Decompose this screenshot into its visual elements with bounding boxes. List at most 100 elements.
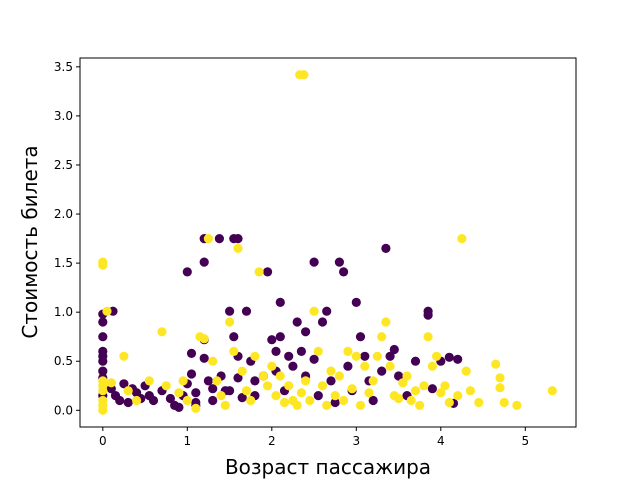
data-point-class-0 [267, 335, 277, 345]
data-point-class-1 [444, 397, 454, 408]
data-point-class-1 [461, 366, 471, 376]
data-point-class-0 [389, 344, 399, 355]
data-point-class-0 [292, 317, 302, 327]
data-point-class-1 [199, 334, 209, 344]
data-point-class-1 [254, 267, 264, 277]
data-point-class-1 [377, 332, 387, 342]
data-point-class-0 [343, 361, 353, 371]
data-point-class-1 [225, 317, 235, 327]
data-point-class-1 [432, 351, 442, 361]
x-tick-label: 0 [99, 434, 107, 448]
plot-frame [79, 57, 577, 428]
data-point-class-1 [208, 356, 218, 366]
data-point-class-1 [301, 376, 311, 386]
data-point-class-1 [360, 361, 370, 371]
y-tick-label: 1.0 [54, 305, 73, 319]
data-point-class-1 [258, 371, 268, 381]
data-point-class-1 [547, 386, 557, 396]
data-point-class-1 [474, 397, 484, 408]
data-point-class-1 [284, 381, 294, 391]
y-tick-label: 3.5 [54, 60, 73, 74]
data-point-class-1 [322, 400, 332, 410]
data-point-class-1 [419, 381, 429, 391]
x-tick-label: 5 [521, 434, 529, 448]
data-point-class-0 [423, 310, 433, 320]
data-point-class-1 [102, 306, 112, 316]
points-layer [98, 70, 557, 415]
data-point-class-0 [322, 306, 332, 316]
data-point-class-1 [106, 378, 116, 388]
data-point-class-1 [385, 361, 395, 371]
data-point-class-1 [157, 327, 167, 337]
data-point-class-1 [178, 376, 188, 386]
data-point-class-1 [457, 234, 467, 244]
data-point-class-1 [495, 383, 505, 393]
data-point-class-1 [326, 366, 336, 376]
data-point-class-1 [355, 400, 366, 410]
data-point-class-0 [326, 376, 336, 386]
data-point-class-1 [436, 388, 446, 398]
data-point-class-1 [309, 306, 319, 316]
data-point-class-1 [334, 371, 344, 381]
y-tick-label: 1.5 [54, 256, 73, 270]
data-point-class-1 [339, 395, 349, 406]
data-point-class-1 [119, 351, 129, 361]
data-point-class-0 [199, 257, 209, 267]
data-point-class-0 [444, 352, 454, 362]
data-point-class-1 [182, 395, 192, 406]
data-point-class-1 [410, 386, 421, 396]
data-point-class-1 [330, 391, 340, 401]
ticks-layer: 0 1 2 3 4 5 0.0 0.5 1.0 1.5 2.0 2.5 3.0 3.5 [54, 60, 529, 448]
data-point-class-1 [212, 376, 222, 386]
data-point-class-1 [292, 400, 302, 410]
data-point-class-0 [98, 332, 108, 342]
data-point-class-0 [275, 297, 285, 307]
data-point-class-1 [343, 346, 353, 356]
data-point-class-0 [263, 267, 273, 277]
data-point-class-0 [98, 356, 108, 366]
data-point-class-1 [372, 351, 382, 361]
y-axis-title: Стоимость билета [18, 145, 42, 338]
data-point-class-1 [347, 384, 357, 394]
data-point-class-1 [98, 260, 108, 270]
data-point-class-1 [415, 400, 425, 410]
data-point-class-1 [499, 397, 509, 408]
data-point-class-0 [148, 395, 159, 406]
data-point-class-1 [305, 395, 315, 406]
data-point-class-0 [381, 243, 391, 253]
data-point-class-1 [246, 395, 256, 406]
x-tick-label: 3 [352, 434, 360, 448]
data-point-class-1 [368, 376, 378, 386]
data-point-class-0 [233, 234, 243, 244]
data-point-class-0 [317, 317, 328, 327]
data-point-class-0 [208, 395, 218, 406]
data-point-class-0 [330, 397, 340, 408]
data-point-class-0 [271, 346, 281, 356]
data-point-class-1 [279, 397, 290, 408]
data-point-class-1 [229, 346, 239, 356]
data-point-class-0 [233, 373, 243, 383]
data-point-class-0 [186, 348, 197, 358]
data-point-class-0 [313, 391, 323, 401]
data-point-class-1 [250, 351, 260, 361]
data-point-class-1 [263, 381, 273, 391]
x-tick-label: 4 [437, 434, 445, 448]
data-point-class-0 [250, 376, 260, 386]
y-tick-label: 0.5 [54, 354, 73, 368]
data-point-class-0 [237, 393, 247, 403]
data-point-class-1 [512, 400, 522, 410]
data-point-class-1 [296, 388, 306, 398]
data-point-class-0 [165, 393, 175, 404]
data-point-class-0 [296, 346, 306, 356]
data-point-class-0 [208, 384, 218, 394]
data-point-class-1 [233, 243, 243, 253]
data-point-class-0 [360, 351, 370, 361]
data-point-class-0 [214, 234, 224, 244]
data-point-class-0 [427, 384, 437, 394]
data-point-class-0 [203, 376, 213, 386]
data-point-class-1 [394, 393, 404, 404]
data-point-class-1 [317, 381, 328, 391]
data-point-class-0 [453, 354, 463, 364]
data-point-class-1 [174, 388, 184, 398]
data-point-class-1 [98, 405, 108, 415]
